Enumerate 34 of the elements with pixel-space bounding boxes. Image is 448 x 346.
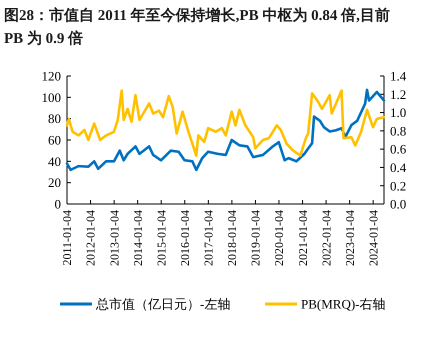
x-tick-label: 2016-01-04 <box>178 210 192 266</box>
y-tick-label: 40 <box>48 154 61 169</box>
y2-tick-label: 0.6 <box>390 142 407 157</box>
y-tick-label: 0 <box>54 196 61 212</box>
y2-tick-label: 0.4 <box>390 160 407 175</box>
y2-tick-label: 1.0 <box>390 105 406 120</box>
y-tick-label: 120 <box>42 68 61 84</box>
y-tick-label: 80 <box>48 111 61 126</box>
legend-label: 总市值（亿日元）-左轴 <box>95 296 230 312</box>
x-tick-label: 2012-01-04 <box>84 210 98 266</box>
x-tick-label: 2022-01-04 <box>319 210 334 266</box>
y-tick-label: 20 <box>48 175 61 190</box>
y-tick-label: 60 <box>48 132 61 148</box>
y2-tick-label: 0.8 <box>390 123 406 138</box>
x-tick-label: 2018-01-04 <box>225 210 240 266</box>
y2-tick-label: 1.2 <box>390 86 406 102</box>
line-series <box>66 89 386 157</box>
x-tick-label: 2011-01-04 <box>60 210 74 266</box>
y2-tick-label: 0.2 <box>390 178 406 194</box>
y2-tick-label: 0.0 <box>390 196 406 212</box>
x-tick-label: 2021-01-04 <box>296 210 310 266</box>
y2-tick-label: 1.4 <box>390 68 407 84</box>
y-tick-label: 100 <box>42 90 61 105</box>
line-series <box>66 88 386 172</box>
x-tick-label: 2013-01-04 <box>107 210 122 266</box>
x-tick-label: 2023-01-04 <box>342 210 357 266</box>
x-tick-label: 2024-01-04 <box>366 210 380 266</box>
chart-title: 图28：市值自 2011 年至今保持增长,PB 中枢为 0.84 倍,目前 PB 为 0.9 倍 <box>4 6 390 47</box>
x-tick-label: 2017-01-04 <box>202 210 216 266</box>
x-tick-label: 2015-01-04 <box>154 210 168 266</box>
legend-label: PB(MRQ)-右轴 <box>301 296 386 312</box>
x-tick-label: 2014-01-04 <box>130 210 145 266</box>
x-tick-label: 2020-01-04 <box>272 210 286 266</box>
x-tick-label: 2019-01-04 <box>248 210 263 266</box>
